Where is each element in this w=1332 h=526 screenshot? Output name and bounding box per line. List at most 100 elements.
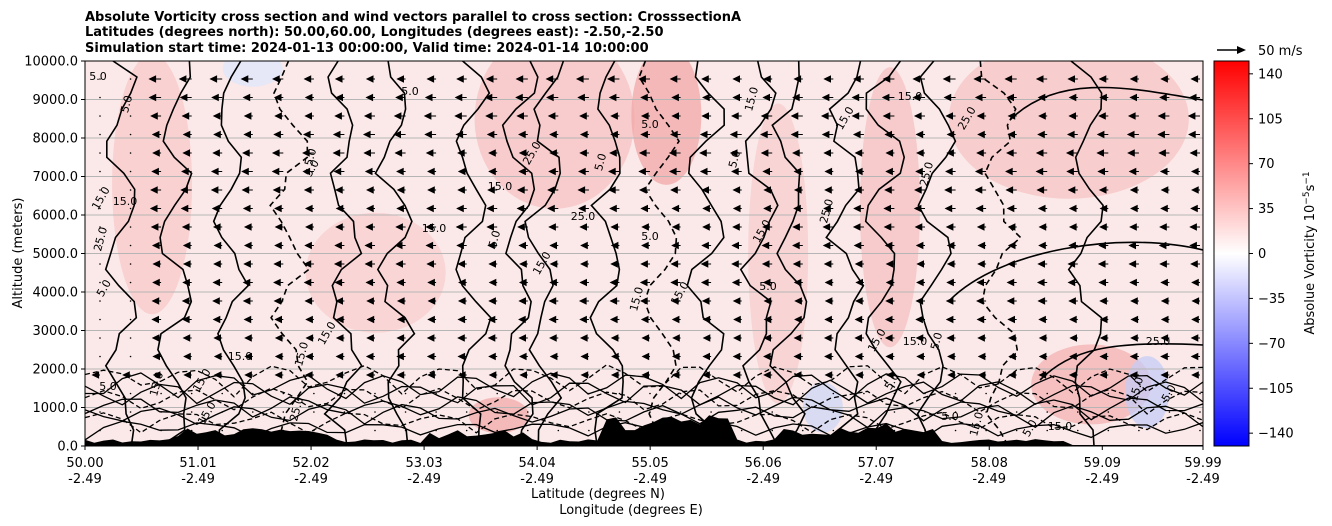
wind-vector bbox=[588, 429, 590, 432]
contour-line bbox=[85, 372, 1203, 402]
wind-vector bbox=[486, 130, 498, 139]
wind-vector bbox=[947, 352, 956, 361]
wind-vector bbox=[99, 170, 101, 173]
wind-vector bbox=[304, 371, 314, 379]
wind-vector bbox=[404, 411, 407, 413]
wind-vector bbox=[946, 334, 956, 342]
wind-vector bbox=[1015, 429, 1018, 432]
wind-vector bbox=[1190, 75, 1200, 83]
colorbar-tick-label: −70 bbox=[1258, 337, 1285, 352]
x-tick-label-lat: 51.01 bbox=[179, 456, 216, 471]
contour-line bbox=[589, 61, 624, 446]
wind-vector bbox=[458, 278, 467, 287]
contour-line bbox=[374, 61, 416, 446]
wind-vector bbox=[427, 167, 437, 176]
wind-vector bbox=[579, 223, 589, 231]
wind-vector bbox=[732, 186, 742, 194]
y-tick-label: 4000.0 bbox=[33, 286, 79, 301]
wind-vector bbox=[1068, 297, 1078, 305]
wind-vector bbox=[374, 429, 376, 432]
wind-vector bbox=[977, 130, 987, 139]
wind-vector bbox=[1099, 223, 1109, 231]
wind-vector bbox=[190, 411, 193, 413]
x-tick-label-lon: -2.49 bbox=[181, 472, 215, 487]
wind-vector bbox=[99, 78, 101, 80]
title-line-1: Absolute Vorticity cross section and win… bbox=[85, 10, 741, 25]
wind-vector bbox=[823, 334, 834, 342]
wind-vector bbox=[609, 149, 620, 157]
wind-vector bbox=[884, 334, 895, 342]
wind-vector bbox=[832, 411, 835, 413]
wind-vector bbox=[731, 260, 742, 268]
wind-vector bbox=[823, 260, 834, 268]
wind-vector bbox=[579, 278, 589, 287]
wind-vector bbox=[455, 130, 467, 139]
wind-vector bbox=[1130, 297, 1139, 305]
wind-vector bbox=[638, 149, 650, 157]
wind-vector bbox=[282, 392, 285, 395]
wind-vector bbox=[1190, 260, 1200, 268]
wind-vector bbox=[1129, 278, 1139, 287]
wind-vector bbox=[832, 429, 835, 432]
wind-vector bbox=[335, 186, 345, 194]
wind-vector bbox=[1157, 130, 1170, 139]
wind-vector bbox=[273, 297, 284, 305]
wind-vector bbox=[1076, 411, 1079, 413]
wind-vector bbox=[1127, 112, 1139, 120]
y-axis-ticks: 0.0 1000.0 2000.0 3000.0 4000.0 5000.0 6000.0 7… bbox=[24, 55, 85, 455]
wind-vector bbox=[548, 223, 559, 231]
contour-label: 15.0 bbox=[967, 411, 986, 438]
wind-vector bbox=[160, 411, 162, 413]
wind-vector bbox=[160, 392, 162, 395]
wind-vector bbox=[210, 186, 223, 194]
wind-vector bbox=[732, 204, 742, 213]
wind-vector bbox=[821, 130, 834, 139]
wind-vector bbox=[1129, 352, 1139, 361]
wind-vector bbox=[915, 241, 925, 250]
wind-vector bbox=[1004, 75, 1017, 83]
wind-vector bbox=[454, 93, 467, 102]
wind-vector bbox=[242, 278, 253, 287]
wind-vector bbox=[699, 167, 712, 176]
wind-vector bbox=[456, 241, 467, 250]
wind-vector bbox=[1160, 352, 1170, 361]
wind-vector bbox=[362, 130, 375, 139]
wind-vector bbox=[1068, 371, 1078, 379]
wind-vector bbox=[760, 130, 773, 139]
wind-vector bbox=[526, 411, 529, 413]
wind-vector bbox=[518, 352, 528, 361]
wind-vector bbox=[519, 260, 528, 268]
wind-vector bbox=[178, 75, 192, 83]
wind-vector bbox=[763, 315, 773, 324]
wind-vector bbox=[274, 315, 284, 324]
wind-vector bbox=[1129, 93, 1139, 102]
wind-vector bbox=[1126, 130, 1139, 139]
wind-vector bbox=[243, 260, 253, 268]
wind-vector bbox=[335, 334, 345, 342]
gridlines bbox=[85, 99, 1203, 408]
x-tick-label-lat: 58.08 bbox=[971, 456, 1008, 471]
wind-vector bbox=[618, 411, 621, 413]
wind-vector bbox=[335, 93, 345, 102]
wind-vector bbox=[516, 112, 528, 120]
wind-vector bbox=[457, 315, 467, 324]
wind-vector bbox=[854, 260, 864, 268]
colorbar-tick-label: 140 bbox=[1258, 67, 1283, 82]
wind-vector bbox=[211, 93, 223, 102]
title-line-3: Simulation start time: 2024-01-13 00:00:… bbox=[85, 41, 649, 56]
wind-vector bbox=[671, 352, 681, 361]
wind-vector bbox=[1036, 278, 1048, 287]
wind-vector bbox=[455, 223, 467, 231]
wind-vector bbox=[486, 223, 498, 231]
contour-label: 5.0 bbox=[928, 331, 945, 351]
wind-vector bbox=[526, 429, 529, 432]
x-tick-label-lat: 54.04 bbox=[519, 456, 556, 471]
wind-vector bbox=[1097, 167, 1109, 176]
wind-vector bbox=[580, 371, 589, 379]
wind-vector bbox=[916, 278, 925, 287]
wind-vector bbox=[518, 130, 528, 139]
wind-vector bbox=[702, 315, 712, 324]
wind-vector bbox=[793, 278, 803, 287]
wind-vector bbox=[302, 149, 314, 157]
wind-vector bbox=[435, 411, 437, 413]
